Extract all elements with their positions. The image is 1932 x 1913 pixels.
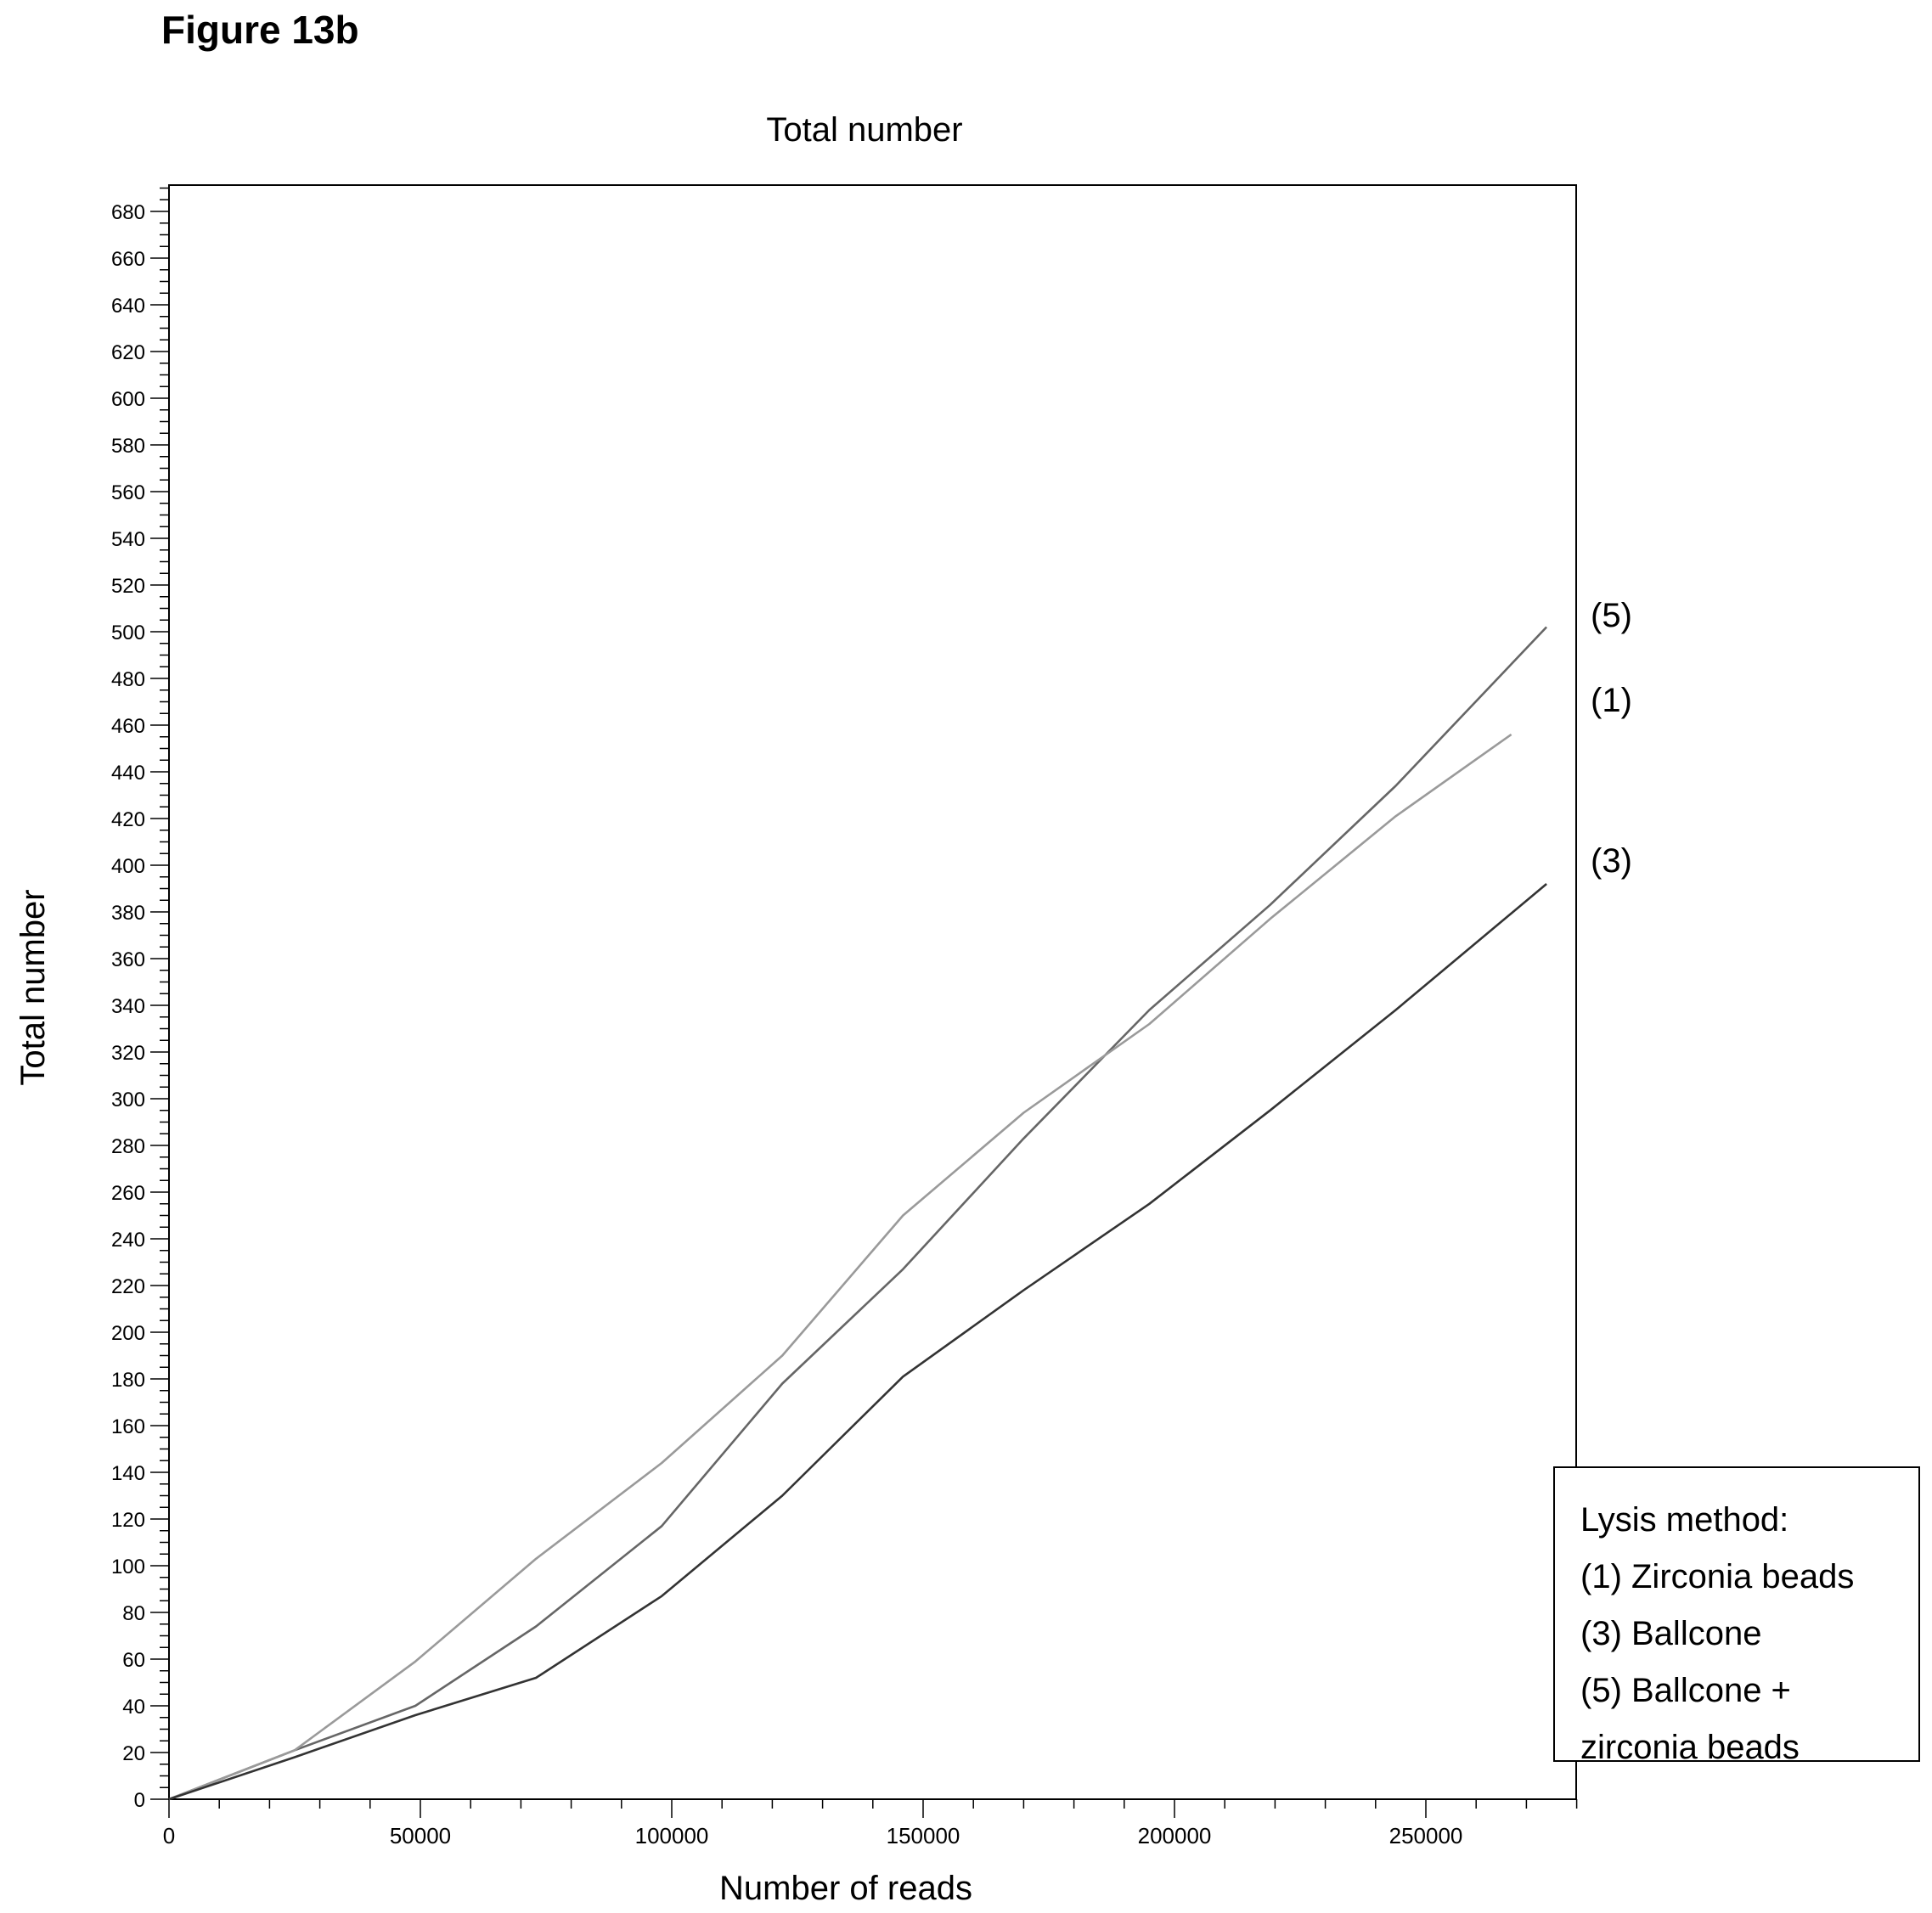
y-tick-label: 140 xyxy=(111,1462,145,1485)
series-line-3 xyxy=(168,883,1547,1801)
y-tick-label: 680 xyxy=(111,201,145,224)
x-axis-label: Number of reads xyxy=(719,1870,972,1907)
y-tick-label: 500 xyxy=(111,622,145,644)
y-tick-label: 580 xyxy=(111,435,145,458)
y-tick-label: 60 xyxy=(122,1649,145,1672)
series-line-1 xyxy=(168,626,1548,1801)
x-tick-label: 200000 xyxy=(1138,1823,1212,1848)
series-end-label: (5) xyxy=(1591,597,1632,634)
y-tick-label: 180 xyxy=(111,1369,145,1392)
y-tick-label: 660 xyxy=(111,248,145,271)
y-tick-label: 620 xyxy=(111,341,145,364)
x-tick-label: 150000 xyxy=(887,1823,960,1848)
y-tick-label: 0 xyxy=(134,1789,145,1812)
legend-entry-zirconia-beads: (1) Zirconia beads xyxy=(1580,1558,1855,1595)
y-tick-label: 340 xyxy=(111,995,145,1018)
y-axis-label: Total number xyxy=(14,889,52,1085)
legend-title: Lysis method: xyxy=(1580,1501,1789,1539)
series-end-labels: (5) (1) (3) xyxy=(1591,597,1632,880)
y-tick-label: 560 xyxy=(111,481,145,504)
plot-frame xyxy=(168,184,1577,1800)
legend-entry-ballcone: (3) Ballcone xyxy=(1580,1615,1762,1652)
y-tick-label: 400 xyxy=(111,855,145,878)
y-tick-label: 80 xyxy=(122,1602,145,1625)
y-tick-label: 640 xyxy=(111,295,145,318)
y-tick-label: 160 xyxy=(111,1415,145,1438)
y-tick-label: 20 xyxy=(122,1742,145,1765)
legend-entry-ballcone-zirconia: (5) Ballcone + xyxy=(1580,1672,1791,1709)
y-tick-label: 300 xyxy=(111,1089,145,1111)
series-line-2 xyxy=(168,733,1512,1801)
y-tick-label: 120 xyxy=(111,1509,145,1532)
y-tick-label: 480 xyxy=(111,668,145,691)
y-tick-label: 440 xyxy=(111,762,145,785)
y-axis: 0 20 40 60 80 100 120 140 160 180 200 220 240 260 280 3… xyxy=(111,187,169,1812)
y-tick-label: 280 xyxy=(111,1135,145,1158)
y-tick-label: 520 xyxy=(111,575,145,598)
x-tick-label: 100000 xyxy=(635,1823,709,1848)
y-tick-label: 360 xyxy=(111,948,145,971)
y-tick-label: 220 xyxy=(111,1275,145,1298)
y-tick-label: 260 xyxy=(111,1182,145,1205)
figure-label: Figure 13b xyxy=(161,8,359,52)
legend: Lysis method: (1) Zirconia beads (3) Bal… xyxy=(1553,1466,1920,1766)
y-tick-label: 600 xyxy=(111,388,145,411)
y-tick-label: 540 xyxy=(111,528,145,551)
y-tick-label: 320 xyxy=(111,1042,145,1065)
y-tick-label: 460 xyxy=(111,715,145,738)
y-tick-label: 380 xyxy=(111,902,145,925)
x-tick-label: 50000 xyxy=(390,1823,451,1848)
y-tick-label: 240 xyxy=(111,1229,145,1252)
y-tick-label: 40 xyxy=(122,1696,145,1719)
y-tick-label: 420 xyxy=(111,808,145,831)
x-axis: 0 50000 100000 150000 200000 250000 xyxy=(163,1799,1578,1848)
x-tick-label: 250000 xyxy=(1389,1823,1463,1848)
legend-entry-ballcone-zirconia-cont: zirconia beads xyxy=(1580,1729,1800,1766)
series-layer xyxy=(168,626,1548,1801)
y-tick-label: 100 xyxy=(111,1556,145,1578)
chart-title: Total number xyxy=(766,111,962,149)
series-end-label: (1) xyxy=(1591,682,1632,719)
series-end-label: (3) xyxy=(1591,842,1632,880)
y-tick-label: 200 xyxy=(111,1322,145,1345)
x-tick-label: 0 xyxy=(163,1823,175,1848)
